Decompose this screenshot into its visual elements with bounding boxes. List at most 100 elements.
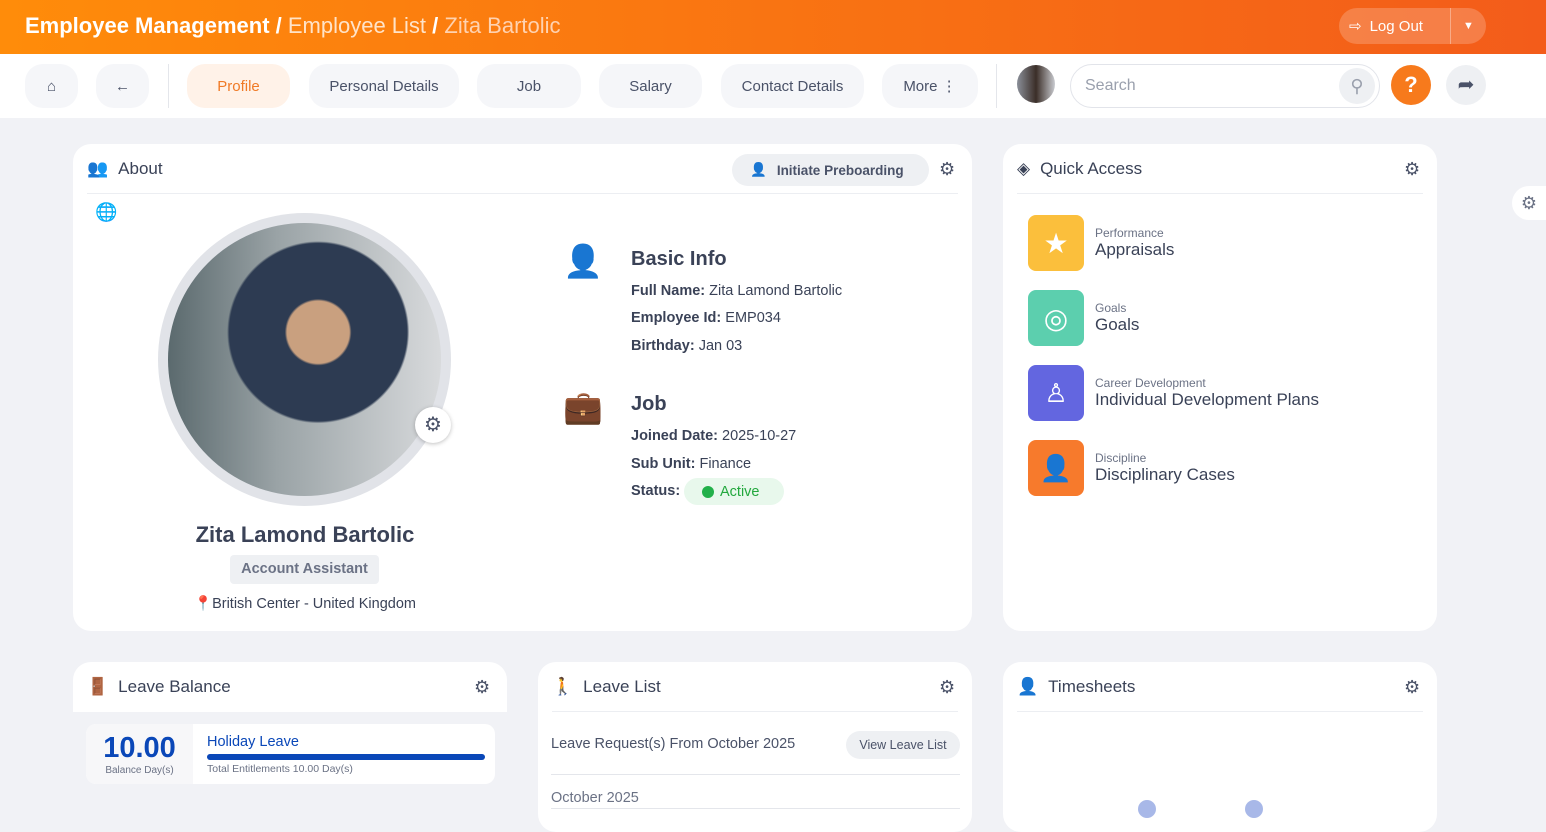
about-settings-gear-icon[interactable]: ⚙: [939, 159, 956, 179]
share-arrow-icon: ➦: [1457, 74, 1475, 96]
tab-personal-details[interactable]: Personal Details: [309, 64, 459, 108]
quick-item-label: Individual Development Plans: [1095, 390, 1319, 409]
hand-person-icon: ♙: [1028, 365, 1084, 421]
quick-item-idp[interactable]: ♙ Career Development Individual Developmen…: [1028, 365, 1319, 421]
divider: [996, 64, 997, 108]
quick-access-title: Quick Access: [1040, 158, 1143, 178]
sub-unit-label: Sub Unit:: [631, 456, 696, 472]
preboard-label: Initiate Preboarding: [776, 162, 904, 178]
balance-box: 10.00 Balance Day(s): [86, 724, 193, 784]
tab-more[interactable]: More ⋮: [882, 64, 978, 108]
status-dot-icon: [702, 485, 714, 498]
tab-profile[interactable]: Profile: [187, 64, 290, 108]
leave-balance-header-bg: [73, 662, 507, 712]
leave-month-heading: October 2025: [551, 790, 639, 806]
job-title-badge: Account Assistant: [230, 555, 379, 584]
quick-item-disciplinary[interactable]: 👤 Discipline Disciplinary Cases: [1028, 440, 1235, 496]
leave-balance-item[interactable]: 10.00 Balance Day(s) Holiday Leave Total…: [86, 724, 495, 784]
balance-label: Balance Day(s): [105, 765, 174, 776]
quick-access-icon: ◈: [1017, 158, 1031, 178]
timesheets-title: Timesheets: [1048, 676, 1136, 696]
timesheets-header: 👤 Timesheets: [1017, 662, 1423, 712]
profile-photo: [168, 223, 441, 496]
quick-item-label: Goals: [1095, 315, 1140, 334]
globe-icon[interactable]: 🌐: [95, 202, 118, 222]
leave-request-text: Leave Request(s) From October 2025: [551, 736, 796, 752]
help-button[interactable]: ?: [1391, 65, 1431, 105]
status-label: Status:: [631, 483, 680, 499]
user-clipboard-icon: 👤: [750, 162, 767, 177]
birthday-value: Jan 03: [698, 338, 743, 354]
quick-item-label: Disciplinary Cases: [1095, 465, 1235, 484]
search-placeholder: Search: [1085, 77, 1136, 94]
map-pin-icon: 📍: [194, 596, 213, 612]
logout-dropdown-caret-icon[interactable]: ▼: [1463, 20, 1474, 32]
timesheets-settings-gear-icon[interactable]: ⚙: [1404, 677, 1421, 697]
target-icon: ◎: [1028, 290, 1084, 346]
full-name-label: Full Name:: [631, 283, 706, 299]
leave-list-settings-gear-icon[interactable]: ⚙: [939, 677, 956, 697]
view-leave-list-button[interactable]: View Leave List: [846, 731, 960, 759]
leave-balance-card: 🚪 Leave Balance ⚙ 10.00 Balance Day(s) Ho…: [73, 662, 507, 832]
search-icon: ⚲: [1350, 75, 1364, 96]
question-icon: ?: [1404, 72, 1418, 97]
search-input[interactable]: Search ⚲: [1070, 64, 1380, 108]
quick-access-card: ◈ Quick Access ⚙ ★ Performance Appraisals ◎…: [1003, 144, 1437, 631]
employee-name: Zita Lamond Bartolic: [195, 522, 415, 547]
nav-bar: ⌂ ← Profile Personal Details Job Salary …: [0, 54, 1546, 118]
user-info-icon: 👤: [563, 243, 603, 279]
leave-type: Holiday Leave: [207, 734, 299, 750]
leave-list-title: Leave List: [583, 676, 661, 696]
logout-icon: ⇨: [1349, 18, 1362, 35]
gear-icon: ⚙: [1520, 193, 1538, 213]
search-button[interactable]: ⚲: [1339, 68, 1375, 104]
leave-progress-fill: [207, 754, 485, 760]
quick-item-goals[interactable]: ◎ Goals Goals: [1028, 290, 1139, 346]
quick-item-appraisals[interactable]: ★ Performance Appraisals: [1028, 215, 1174, 271]
tab-job[interactable]: Job: [477, 64, 581, 108]
leave-door-icon: 🚪: [87, 677, 109, 696]
settings-side-button[interactable]: ⚙: [1512, 186, 1546, 220]
top-bar: Employee Management / Employee List / Zi…: [0, 0, 1546, 54]
arrow-left-icon: ←: [115, 77, 130, 95]
birthday-row: Birthday: Jan 03: [631, 338, 742, 354]
logout-button[interactable]: ⇨ Log Out: [1339, 8, 1451, 44]
leave-balance-title: Leave Balance: [118, 677, 231, 696]
quick-item-category: Discipline: [1095, 451, 1147, 465]
leave-entitlement: Total Entitlements 10.00 Day(s): [207, 763, 353, 775]
full-name-row: Full Name: Zita Lamond Bartolic: [631, 283, 842, 299]
divider: [551, 774, 960, 775]
status-value: Active: [720, 483, 760, 500]
tab-contact-details[interactable]: Contact Details: [721, 64, 864, 108]
home-button[interactable]: ⌂: [25, 64, 78, 108]
breadcrumb-employee-list[interactable]: Employee List: [287, 13, 427, 38]
employee-id-row: Employee Id: EMP034: [631, 310, 781, 326]
quick-item-label: Appraisals: [1095, 240, 1175, 259]
logout-button-group: ⇨ Log Out ▼: [1339, 8, 1486, 44]
leave-balance-settings-gear-icon[interactable]: ⚙: [474, 677, 491, 697]
location: 📍British Center - United Kingdom: [105, 595, 505, 612]
birthday-label: Birthday:: [631, 338, 695, 354]
sub-unit-row: Sub Unit: Finance: [631, 456, 751, 472]
initiate-preboarding-button[interactable]: 👤 Initiate Preboarding: [732, 154, 929, 186]
balance-value: 10.00: [103, 732, 176, 764]
about-title: About: [118, 158, 163, 178]
share-button[interactable]: ➦: [1446, 65, 1486, 105]
breadcrumb-employee-management[interactable]: Employee Management: [25, 13, 270, 38]
status-badge: Active: [684, 478, 784, 505]
profile-photo-frame: [158, 213, 451, 506]
more-label: More: [903, 77, 938, 95]
star-icon: ★: [1028, 215, 1084, 271]
user-list-icon: 👥: [87, 158, 109, 178]
employee-id-label: Employee Id:: [631, 310, 722, 326]
leave-list-card: 🚶 Leave List ⚙ Leave Request(s) From Octo…: [538, 662, 972, 832]
job-section-title: Job: [631, 393, 667, 415]
tab-salary[interactable]: Salary: [599, 64, 702, 108]
user-avatar[interactable]: [1017, 65, 1055, 103]
quick-access-settings-gear-icon[interactable]: ⚙: [1404, 159, 1421, 179]
illustration-dot: [1245, 800, 1263, 818]
back-button[interactable]: ←: [96, 64, 149, 108]
full-name-value: Zita Lamond Bartolic: [709, 283, 843, 299]
leave-progress-bar: [207, 754, 485, 760]
photo-settings-gear-icon[interactable]: ⚙: [415, 407, 451, 443]
